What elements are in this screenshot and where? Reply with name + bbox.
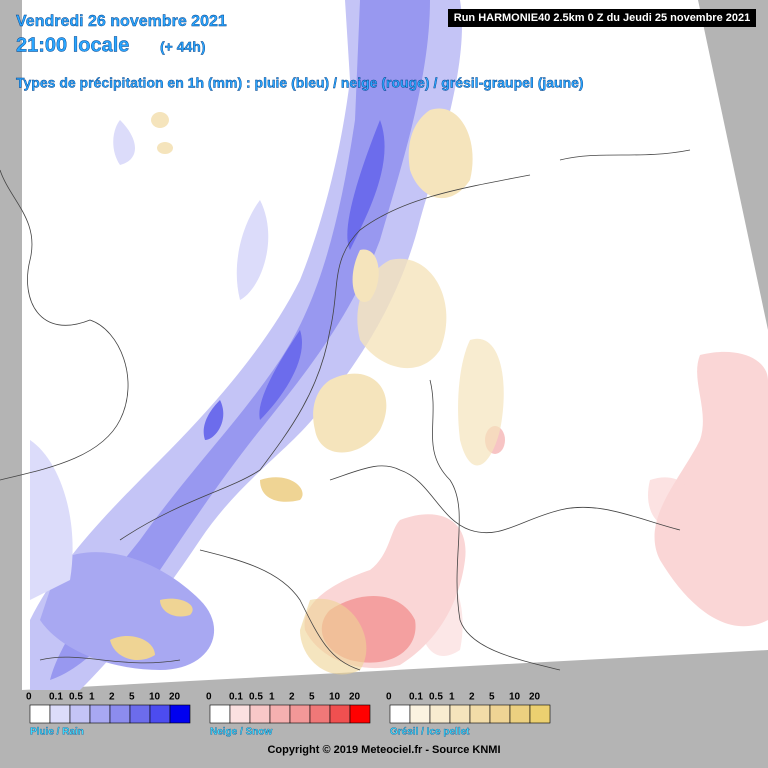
legend-swatch: [309, 704, 331, 724]
legend-swatch: [129, 704, 151, 724]
legend-tick: 2: [109, 692, 115, 703]
run-label: Run HARMONIE40 2.5km 0 Z du Jeudi 25 nov…: [454, 12, 750, 24]
legend-tick: 5: [309, 692, 315, 703]
legend-tick: 0.1: [49, 692, 63, 703]
lead-time: (+ 44h): [160, 39, 206, 55]
legend-name: Pluie / Rain: [30, 727, 84, 738]
legend-tick: 2: [289, 692, 295, 703]
legend-tick: 0: [386, 692, 392, 703]
legend-swatch: [109, 704, 131, 724]
legend-swatch: [509, 704, 531, 724]
copyright: Copyright © 2019 Meteociel.fr - Source K…: [267, 744, 500, 756]
subtitle: Types de précipitation en 1h (mm) : plui…: [16, 75, 584, 91]
legend-swatch: [69, 704, 91, 724]
legend-swatch: [349, 704, 371, 724]
legend-tick: 2: [469, 692, 475, 703]
legend-swatch: [329, 704, 351, 724]
legend-tick: 0: [206, 692, 212, 703]
legend-tick: 20: [169, 692, 181, 703]
borders: [0, 149, 691, 671]
legend-swatch: [29, 704, 51, 724]
legend-swatch: [169, 704, 191, 724]
legend-swatch: [249, 704, 271, 724]
legend-swatch: [449, 704, 471, 724]
legend-swatch: [489, 704, 511, 724]
legend-swatch: [209, 704, 231, 724]
legend-tick: 0.1: [229, 692, 243, 703]
legend-tick: 1: [269, 692, 275, 703]
legend-swatch: [289, 704, 311, 724]
legend-tick: 10: [149, 692, 161, 703]
legend-swatch: [529, 704, 551, 724]
legend-name: Neige / Snow: [210, 727, 272, 738]
legend-swatch: [429, 704, 451, 724]
legend-tick: 5: [129, 692, 135, 703]
rain-band: [30, 0, 462, 690]
legend-swatch: [49, 704, 71, 724]
legend-tick: 10: [329, 692, 341, 703]
legend-tick: 20: [349, 692, 361, 703]
legend-tick: 0.5: [69, 692, 83, 703]
legend-swatch: [409, 704, 431, 724]
date: Vendredi 26 novembre 2021: [16, 13, 227, 30]
legend-tick: 0.5: [249, 692, 263, 703]
legend-swatch: [389, 704, 411, 724]
legend-tick: 0.1: [409, 692, 423, 703]
run-box: [448, 9, 756, 27]
pellet-areas: [110, 108, 504, 675]
legend-swatch: [229, 704, 251, 724]
legend-tick: 1: [449, 692, 455, 703]
legend-name: Grésil / Ice pellet: [390, 727, 470, 738]
legend-tick: 0.5: [429, 692, 443, 703]
legend-tick: 5: [489, 692, 495, 703]
legend-swatch: [269, 704, 291, 724]
legend-swatch: [89, 704, 111, 724]
legend-tick: 10: [509, 692, 521, 703]
legend-tick: 0: [26, 692, 32, 703]
legend-tick: 1: [89, 692, 95, 703]
legend-swatch: [149, 704, 171, 724]
legend-swatch: [469, 704, 491, 724]
time: 21:00 locale: [16, 34, 129, 56]
legend-tick: 20: [529, 692, 541, 703]
